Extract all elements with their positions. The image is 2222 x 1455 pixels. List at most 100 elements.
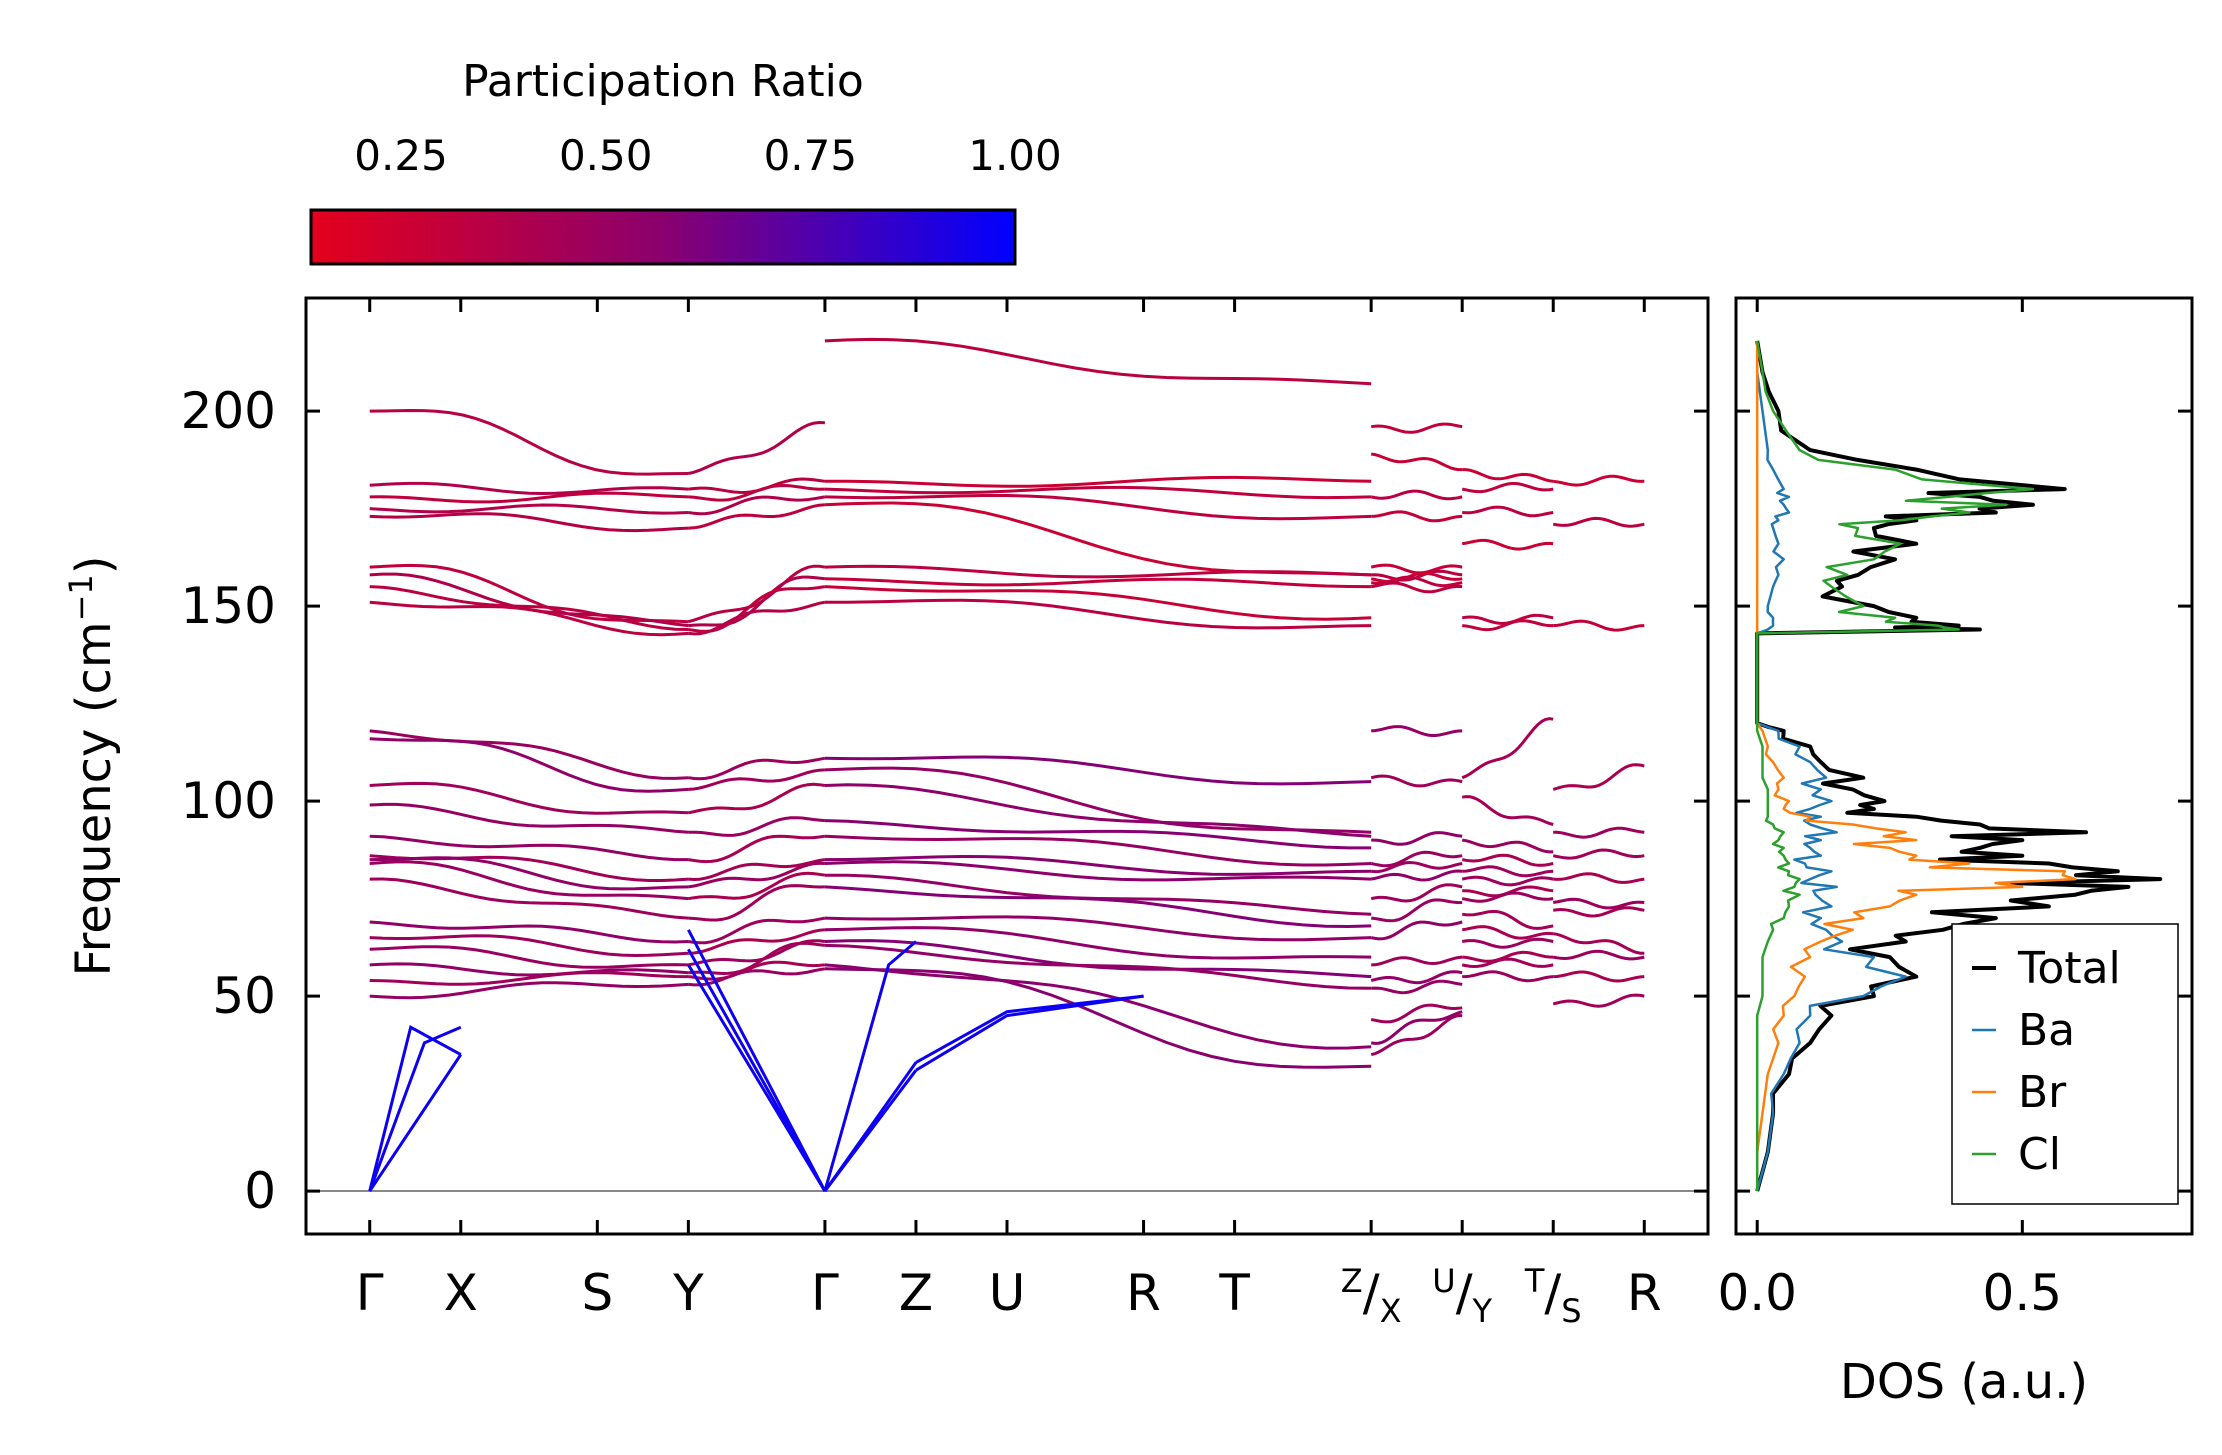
band-branch: [1461, 795, 1554, 826]
band-branch: [369, 877, 689, 920]
band-branch: [1552, 516, 1645, 528]
band-branch: [688, 834, 826, 864]
band-branch: [1552, 848, 1645, 860]
band-branch: [1552, 949, 1645, 961]
legend-label: Br: [2018, 1067, 2067, 1118]
band-branch: [1371, 575, 1463, 588]
band-branch: [369, 600, 689, 637]
band-branch: [1371, 860, 1463, 874]
acoustic-branch: [368, 1053, 463, 1192]
band-branch: [688, 884, 825, 922]
x-tick-label: Γ: [356, 1264, 384, 1322]
y-tick-label: 150: [181, 577, 276, 635]
band-branch: [1461, 925, 1554, 940]
band-branch: [688, 967, 826, 987]
band-branch: [824, 564, 1372, 579]
band-curves: [368, 337, 1645, 1193]
colorbar-tick-label: 0.50: [559, 131, 653, 180]
band-branch: [688, 756, 826, 781]
band-branch: [688, 495, 826, 516]
y-tick-label: 200: [181, 382, 276, 440]
acoustic-branch: [368, 1025, 462, 1192]
legend-label: Cl: [2018, 1129, 2061, 1180]
band-branch: [1370, 970, 1463, 985]
band-branch: [688, 928, 826, 955]
colorbar: Participation Ratio 0.25 0.50 0.75 1.00: [309, 56, 1062, 266]
dos-series-cl: [1755, 340, 2035, 1192]
x-tick-label: U: [989, 1264, 1026, 1322]
colorbar-tick-label: 0.75: [764, 131, 858, 180]
band-branch: [1462, 619, 1554, 632]
x-tick-label: T/S: [1524, 1262, 1582, 1330]
band-branch: [687, 564, 826, 624]
band-branch: [369, 585, 689, 631]
band-branch: [1552, 763, 1645, 791]
band-branch: [369, 860, 689, 901]
band-branch: [1461, 957, 1554, 969]
band-branch: [369, 781, 689, 815]
band-branch: [688, 782, 826, 815]
band-branch: [1461, 538, 1554, 551]
band-branch: [1462, 505, 1554, 518]
dos-y-ticks: [1736, 409, 2192, 1193]
x-tick-label: T: [1218, 1264, 1250, 1322]
band-branch: [1553, 826, 1645, 839]
band-branch: [1370, 1010, 1463, 1045]
acoustic-branch: [687, 929, 827, 1192]
band-branch: [1552, 993, 1645, 1008]
band-branch: [688, 575, 826, 628]
band-branch: [688, 483, 825, 502]
legend-label: Total: [2017, 943, 2121, 994]
band-branch: [688, 858, 826, 882]
band-branch: [369, 408, 689, 476]
band-branch: [369, 737, 689, 793]
acoustic-branch: [368, 1025, 462, 1192]
y-tick-label: 0: [244, 1162, 276, 1220]
colorbar-title: Participation Ratio: [462, 56, 864, 107]
dos-axes-frame: [1734, 296, 2194, 1236]
dos-x-ticks: 0.0 0.5: [1717, 298, 2062, 1322]
dos-x-tick-label: 0.0: [1717, 1264, 1797, 1322]
band-branch: [1370, 489, 1463, 501]
band-branch: [369, 503, 689, 515]
dos-series-total: [1755, 340, 2163, 1192]
band-branch: [1371, 510, 1463, 523]
band-branch: [1552, 897, 1645, 910]
colorbar-ticks: 0.25 0.50 0.75 1.00: [354, 131, 1062, 264]
band-branch: [688, 600, 826, 636]
band-branch: [1370, 883, 1463, 903]
band-branch: [369, 856, 689, 891]
x-tick-label: X: [444, 1264, 478, 1322]
band-branch: [824, 967, 1372, 1069]
band-branch: [1461, 853, 1554, 867]
x-tick-label: Z: [899, 1264, 933, 1322]
band-branch: [824, 834, 1372, 867]
band-x-ticks: Γ X S Y Γ Z U R T Z/XU/YT/S R: [356, 298, 1662, 1330]
band-branch: [369, 802, 689, 834]
band-branch: [369, 962, 689, 977]
band-axes-frame: [304, 296, 1710, 1236]
band-branch: [1370, 422, 1463, 434]
band-branch: [824, 755, 1372, 786]
band-branch: [1461, 482, 1554, 494]
band-branch: [369, 834, 689, 862]
band-branch: [824, 494, 1372, 521]
dos-x-tick-label: 0.5: [1983, 1264, 2063, 1322]
y-tick-label: 100: [181, 772, 276, 830]
band-branch: [688, 871, 826, 901]
acoustic-branch: [915, 994, 1144, 1064]
band-branch: [1371, 955, 1463, 967]
band-branch: [369, 563, 689, 624]
band-branch: [1370, 452, 1463, 472]
band-branch: [824, 766, 1372, 834]
band-branch: [1370, 1014, 1463, 1057]
band-branch: [824, 475, 1372, 488]
band-branch: [369, 981, 689, 1000]
band-branch: [824, 337, 1372, 386]
band-branch: [824, 783, 1372, 838]
acoustic-branch: [687, 948, 827, 1192]
acoustic-branch: [823, 1061, 918, 1192]
band-branch: [1371, 831, 1463, 846]
